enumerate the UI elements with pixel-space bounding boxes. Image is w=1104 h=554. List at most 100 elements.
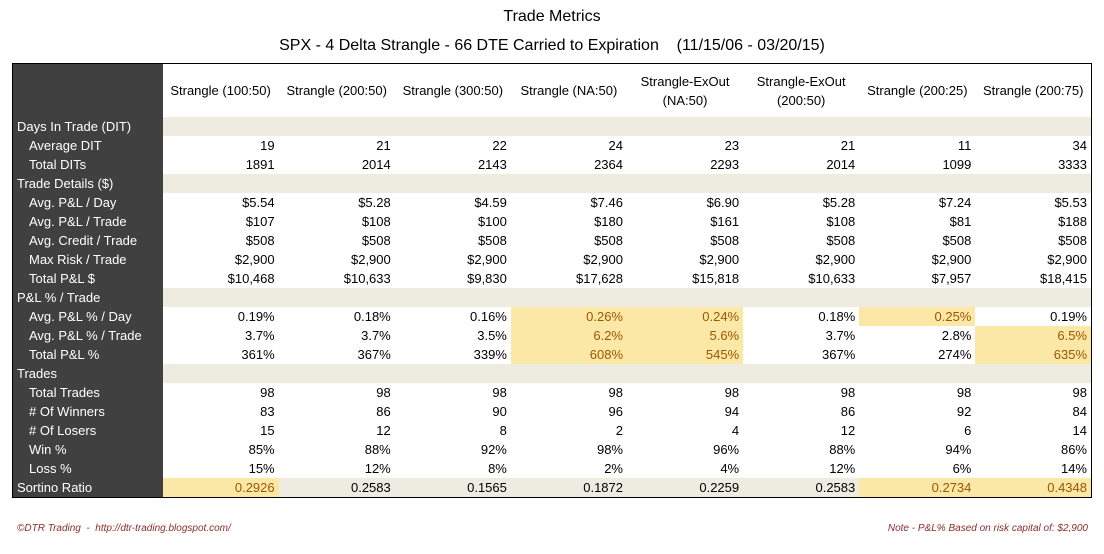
row-label: Avg. Credit / Trade: [12, 231, 163, 250]
corner-cell: [12, 63, 163, 117]
data-row: Total DITs 1891 2014 2143 2364 2293 2014 1099 33…: [12, 155, 1092, 174]
data-row: # Of Winners 83 86 90 96 94 86 92 84: [12, 402, 1092, 421]
column-header: Strangle-ExOut (NA:50): [640, 73, 730, 108]
cell: $508: [942, 233, 972, 248]
cell: $4.59: [474, 195, 507, 210]
cell: 3.7%: [361, 328, 391, 343]
cell: $6.90: [706, 195, 740, 210]
section-fill: [859, 174, 976, 193]
cell: 94%: [945, 442, 972, 457]
cell: 367%: [357, 347, 391, 362]
data-row: Loss % 15% 12% 8% 2% 4% 12% 6% 14%: [12, 459, 1092, 478]
row-label: Avg. P&L % / Day: [12, 307, 163, 326]
section-fill: [510, 288, 627, 307]
cell: 1891: [245, 157, 275, 172]
cell: 98: [608, 385, 623, 400]
cell: 86: [840, 404, 856, 419]
row-label: Average DIT: [12, 136, 163, 155]
cell: 2364: [594, 157, 623, 172]
cell: 0.18%: [353, 309, 391, 324]
section-fill: [627, 174, 744, 193]
section-fill: [975, 288, 1092, 307]
cell: 0.1872: [510, 478, 627, 498]
column-header: Strangle (200:50): [286, 83, 387, 98]
cell: 339%: [473, 347, 507, 362]
row-label: Total DITs: [12, 155, 163, 174]
cell: 2.8%: [941, 328, 972, 343]
cell: 86%: [1060, 442, 1087, 457]
cell: 0.2583: [743, 478, 860, 498]
cell: 98%: [596, 442, 623, 457]
section-fill: [743, 364, 860, 383]
cell: 84: [1072, 404, 1087, 419]
section-row: P&L % / Trade: [12, 288, 1092, 307]
cell: $107: [245, 214, 275, 229]
row-label: Avg. P&L / Day: [12, 193, 163, 212]
cell: 4: [731, 423, 740, 438]
cell: 19: [260, 138, 275, 153]
metrics-table: Strangle (100:50) Strangle (200:50) Strang…: [12, 63, 1092, 498]
section-fill: [394, 174, 511, 193]
data-row: Total P&L $ $10,468 $10,633 $9,830 $17,628 $1…: [12, 269, 1092, 288]
cell: 11: [957, 138, 972, 153]
cell: 12: [840, 423, 856, 438]
cell: 12: [376, 423, 391, 438]
cell: $18,415: [1040, 271, 1087, 286]
cell: $180: [594, 214, 623, 229]
column-header: Strangle-ExOut (200:50): [756, 73, 846, 108]
data-row: Avg. P&L % / Day 0.19% 0.18% 0.16% 0.26% 0.24…: [12, 307, 1092, 326]
cell: 6%: [952, 461, 972, 476]
cell: 88%: [829, 442, 856, 457]
cell: 0.26%: [510, 307, 627, 326]
row-label: P&L % / Trade: [12, 288, 163, 307]
cell: $2,900: [583, 252, 623, 267]
cell: 98: [376, 385, 391, 400]
cell: 4%: [720, 461, 740, 476]
cell: 86: [376, 404, 391, 419]
cell: $508: [594, 233, 623, 248]
cell: 24: [608, 138, 623, 153]
cell: $7.24: [938, 195, 972, 210]
cell: $508: [710, 233, 740, 248]
cell: 2014: [826, 157, 856, 172]
cell: $2,900: [234, 252, 275, 267]
cell: $2,900: [1047, 252, 1087, 267]
cell: 92%: [480, 442, 507, 457]
cell: 8: [499, 423, 507, 438]
cell: 6.5%: [975, 326, 1092, 345]
section-fill: [975, 174, 1092, 193]
cell: 0.24%: [627, 307, 744, 326]
section-fill: [743, 288, 860, 307]
data-row: Avg. P&L / Day $5.54 $5.28 $4.59 $7.46 $6.90 $…: [12, 193, 1092, 212]
section-fill: [394, 117, 511, 136]
cell: 545%: [627, 345, 744, 364]
cell: 83: [260, 404, 275, 419]
data-row: Avg. Credit / Trade $508 $508 $508 $508 $508 $…: [12, 231, 1092, 250]
cell: $15,818: [692, 271, 740, 286]
column-header: Strangle (300:50): [402, 83, 504, 98]
cell: $508: [245, 233, 275, 248]
cell: 0.18%: [818, 309, 856, 324]
row-label: Avg. P&L / Trade: [12, 212, 163, 231]
cell: 15: [260, 423, 275, 438]
cell: $2,900: [931, 252, 972, 267]
cell: $188: [1058, 214, 1087, 229]
section-fill: [859, 364, 976, 383]
section-fill: [278, 174, 395, 193]
section-fill: [162, 174, 279, 193]
cell: 6.2%: [510, 326, 627, 345]
cell: 0.25%: [859, 307, 976, 326]
column-header: Strangle (NA:50): [520, 83, 618, 98]
cell: $5.28: [822, 195, 856, 210]
cell: $7,957: [931, 271, 972, 286]
cell: 22: [492, 138, 507, 153]
data-row: # Of Losers 15 12 8 2 4 12 6 14: [12, 421, 1092, 440]
section-fill: [743, 174, 860, 193]
cell: $9,830: [467, 271, 507, 286]
row-label: Win %: [12, 440, 163, 459]
column-header: Strangle (100:50): [170, 83, 271, 98]
cell: $508: [826, 233, 856, 248]
section-fill: [162, 364, 279, 383]
section-row: Days In Trade (DIT): [12, 117, 1092, 136]
cell: $5.53: [1054, 195, 1087, 210]
